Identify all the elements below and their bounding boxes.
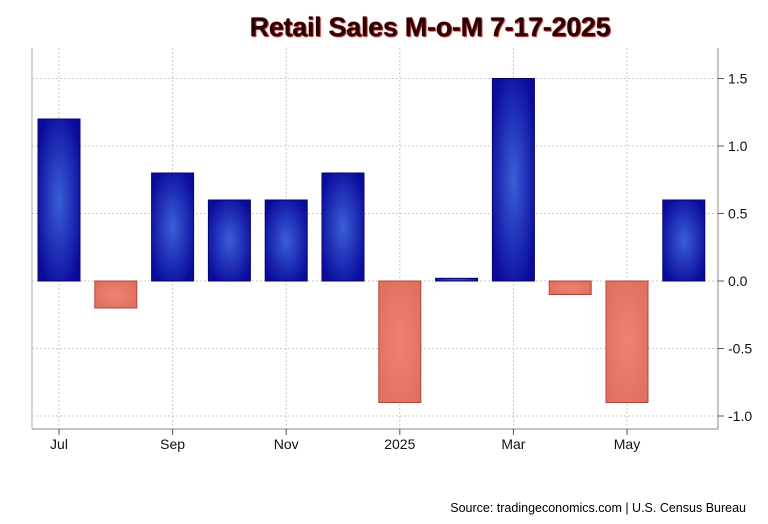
bars [37,78,706,403]
bar-nov [264,199,308,282]
axes [31,48,724,435]
chart-title: Retail Sales M-o-M 7-17-2025 [249,12,611,42]
y-tick-label: -1.0 [728,408,752,424]
x-tick-label: Mar [501,436,525,452]
y-tick-label: 0.5 [728,206,748,222]
bar-dec [321,172,365,282]
bar-mar [491,78,535,282]
x-tick-label: Sep [160,436,185,452]
bar-feb [435,277,479,282]
bar-jun [662,199,706,282]
bar-apr [548,280,592,295]
x-tick-label: Nov [274,436,299,452]
x-tick-label: May [614,436,640,452]
bar-oct [207,199,251,282]
bar-may [605,280,649,403]
x-tick-label: 2025 [384,436,415,452]
y-tick-label: 0.0 [728,273,748,289]
bar-jul [37,118,81,282]
x-tick-label: Jul [50,436,68,452]
bar-aug [94,280,138,309]
bar-jan [378,280,422,403]
tick-labels: 1.5 1.0 0.5 0.0 -0.5 -1.0 Jul Sep Nov 2025 Mar May [50,71,752,453]
bar-sep [151,172,195,282]
y-tick-label: 1.5 [728,71,748,87]
y-tick-label: -0.5 [728,341,752,357]
source-note: Source: tradingeconomics.com | U.S. Cens… [450,501,746,515]
y-tick-label: 1.0 [728,138,748,154]
